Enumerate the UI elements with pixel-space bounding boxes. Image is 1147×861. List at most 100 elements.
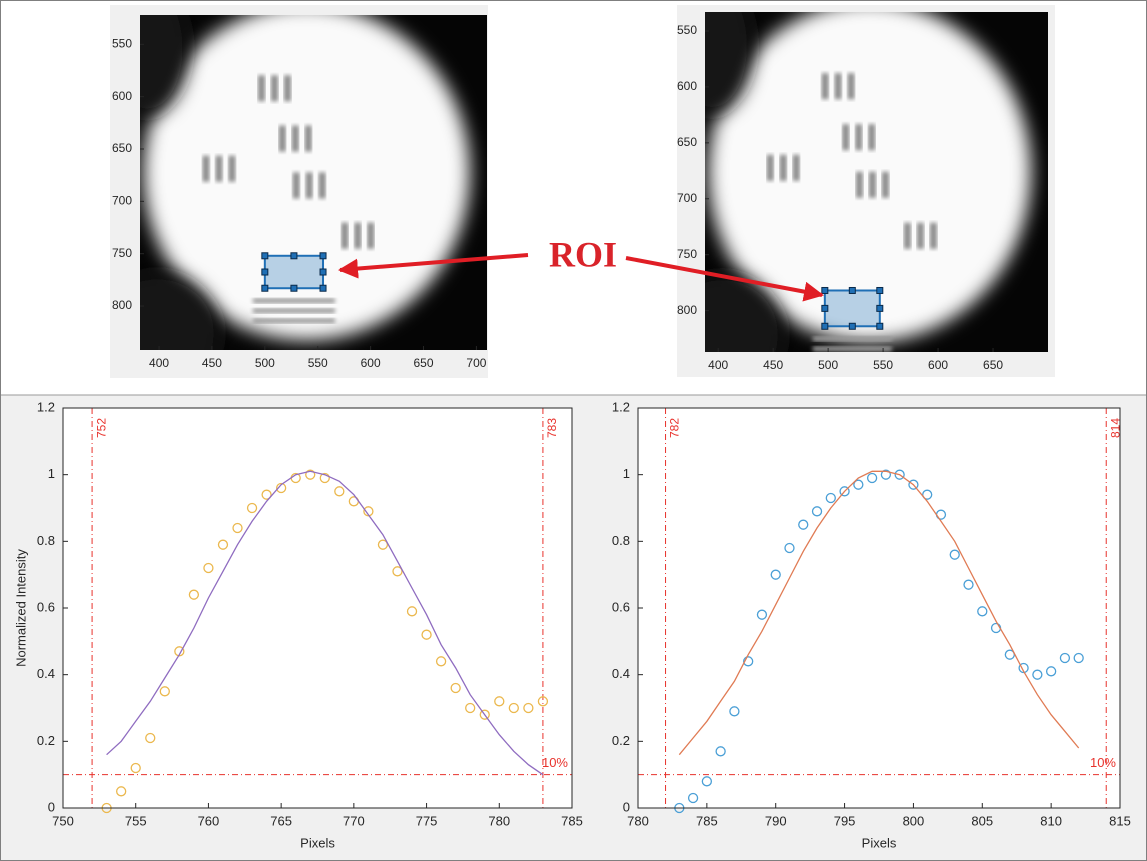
data-point [363, 506, 374, 517]
x-tick-label: 450 [763, 358, 783, 372]
x-tick-label: 755 [125, 813, 147, 828]
target-bar [278, 125, 286, 152]
target-bar [868, 171, 876, 198]
roi-box [263, 254, 325, 290]
y-tick-label: 800 [677, 303, 697, 317]
y-tick-label: 650 [112, 141, 132, 155]
roi-handle [290, 284, 298, 292]
target-bar [252, 318, 336, 324]
target-bar [291, 125, 299, 152]
y-tick-label: 0.8 [37, 533, 55, 548]
x-tick-label: 400 [149, 356, 169, 370]
target-bar [916, 222, 924, 249]
x-tick-label: 780 [488, 813, 510, 828]
target-bar [847, 73, 855, 100]
y-tick-label: 0.4 [612, 666, 630, 681]
data-point [508, 702, 519, 714]
roi-handle [876, 286, 884, 294]
data-point [977, 606, 988, 617]
target-bar [354, 222, 362, 249]
y-tick-label: 0.2 [612, 733, 630, 748]
charts: 400 450 500 550 600 650 700 550 600 650 700 750 800 4… [13, 5, 1131, 850]
x-axis-label: Pixels [300, 835, 335, 850]
data-point [1073, 652, 1084, 664]
target-bar [252, 298, 336, 304]
data-point [494, 696, 505, 707]
y-tick-label: 0.6 [612, 599, 630, 614]
x-tick-label: 550 [308, 356, 328, 370]
x-tick-label: 795 [834, 813, 856, 828]
x-tick-label: 700 [466, 356, 486, 370]
data-point [334, 486, 345, 497]
roi-handle [261, 252, 269, 260]
target-bar [304, 125, 312, 152]
x-tick-label: 800 [903, 813, 925, 828]
target-bar [855, 171, 863, 198]
data-point [839, 486, 850, 497]
y-tick-label: 0 [48, 799, 55, 814]
y-tick-label: 650 [677, 135, 697, 149]
reference-label: 782 [668, 418, 682, 438]
roi-handle [821, 304, 829, 312]
target-bar [305, 172, 313, 199]
reference-label: 10% [542, 755, 568, 770]
y-tick-label: 0 [623, 799, 630, 814]
x-tick-label: 650 [414, 356, 434, 370]
y-axis-label: Normalized Intensity [13, 549, 28, 667]
light-shadow [140, 272, 220, 350]
data-point [811, 506, 823, 517]
data-point [465, 702, 476, 714]
y-tick-label: 550 [112, 36, 132, 50]
data-point [825, 492, 836, 504]
data-point [853, 479, 864, 490]
x-tick-label: 815 [1109, 813, 1131, 828]
x-tick-label: 775 [416, 813, 438, 828]
target-bar [812, 336, 892, 342]
target-bar [252, 308, 336, 314]
roi-handle [821, 286, 829, 294]
target-bar [228, 155, 236, 182]
target-bar [903, 222, 911, 249]
data-point [756, 609, 768, 620]
data-point [687, 792, 699, 804]
data-point [450, 682, 461, 694]
data-point [145, 732, 156, 744]
y-tick-label: 800 [112, 298, 132, 312]
x-tick-label: 550 [873, 358, 893, 372]
data-point [949, 549, 960, 560]
data-point [392, 566, 403, 577]
data-point [1045, 666, 1057, 677]
arrow [625, 256, 824, 302]
light-shadow [705, 273, 784, 352]
data-point [479, 709, 490, 720]
data-point [729, 706, 740, 717]
reference-label: 10% [1090, 755, 1116, 770]
arrow [338, 253, 529, 279]
plot-area [63, 408, 572, 808]
target-bar [367, 222, 375, 249]
data-point [275, 482, 287, 494]
x-tick-label: 785 [696, 813, 718, 828]
data-point [159, 686, 170, 697]
x-axis-label: Pixels [862, 835, 897, 850]
data-point [130, 762, 141, 774]
x-tick-label: 810 [1040, 813, 1062, 828]
x-tick-label: 805 [971, 813, 993, 828]
y-tick-label: 1.2 [37, 399, 55, 414]
roi-handle [821, 322, 829, 330]
data-point [701, 776, 713, 787]
data-point [203, 562, 214, 574]
data-point [770, 569, 781, 580]
data-point [922, 489, 933, 500]
roi-handle [876, 322, 884, 330]
data-point [908, 479, 919, 490]
roi-handle [290, 252, 298, 260]
data-point [537, 696, 549, 707]
target-bar [292, 172, 300, 199]
target-bar [283, 75, 291, 102]
data-point [1059, 652, 1071, 664]
roi-handle [319, 252, 327, 260]
data-point [743, 656, 754, 667]
x-tick-label: 600 [928, 358, 948, 372]
y-tick-label: 1.2 [612, 399, 630, 414]
